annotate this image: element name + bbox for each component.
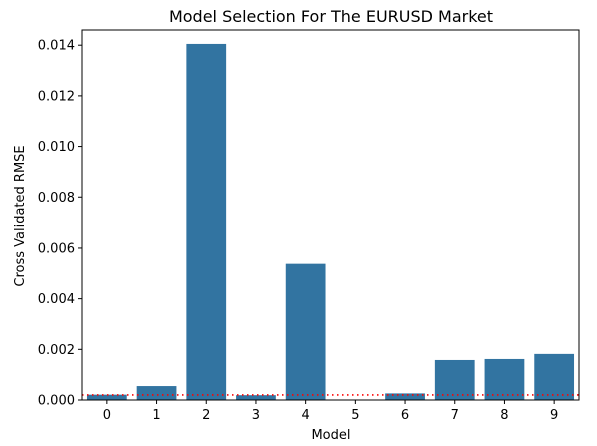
y-tick-label: 0.006	[38, 241, 75, 256]
y-tick-label: 0.008	[38, 191, 75, 206]
x-axis: 0 1 2 3 4 5 6 7 8 9	[103, 400, 558, 423]
y-tick-label: 0.000	[38, 394, 75, 409]
x-tick-label: 3	[252, 408, 260, 423]
x-tick-label: 7	[451, 408, 459, 423]
bar-model-4	[285, 263, 326, 400]
x-tick-label: 6	[401, 408, 409, 423]
bar-model-3	[236, 395, 276, 400]
y-tick-label: 0.010	[38, 140, 75, 155]
y-axis-label: Cross Validated RMSE	[13, 145, 28, 286]
bar-model-0	[86, 394, 127, 400]
x-tick-label: 5	[351, 408, 359, 423]
bar-model-7	[434, 359, 475, 400]
x-axis-label: Model	[311, 428, 350, 443]
y-tick-label: 0.004	[38, 292, 75, 307]
bar-model-1	[136, 386, 177, 400]
chart-title: Model Selection For The EURUSD Market	[169, 7, 493, 26]
x-tick-label: 8	[500, 408, 508, 423]
bar-model-8	[484, 358, 525, 400]
plot-frame	[81, 29, 580, 401]
bar-model-9	[534, 353, 575, 400]
x-tick-label: 2	[202, 408, 210, 423]
y-tick-label: 0.014	[38, 39, 75, 54]
y-tick-label: 0.012	[38, 89, 75, 104]
x-tick-label: 1	[152, 408, 160, 423]
x-tick-label: 4	[302, 408, 310, 423]
bar-model-6	[385, 393, 425, 400]
y-tick-label: 0.002	[38, 343, 75, 358]
bars	[86, 43, 575, 400]
y-axis: 0.000 0.002 0.004 0.006 0.008 0.010 0.012 0.014	[38, 39, 82, 409]
x-tick-label: 9	[550, 408, 558, 423]
bar-model-2	[186, 43, 227, 400]
x-tick-label: 0	[103, 408, 111, 423]
